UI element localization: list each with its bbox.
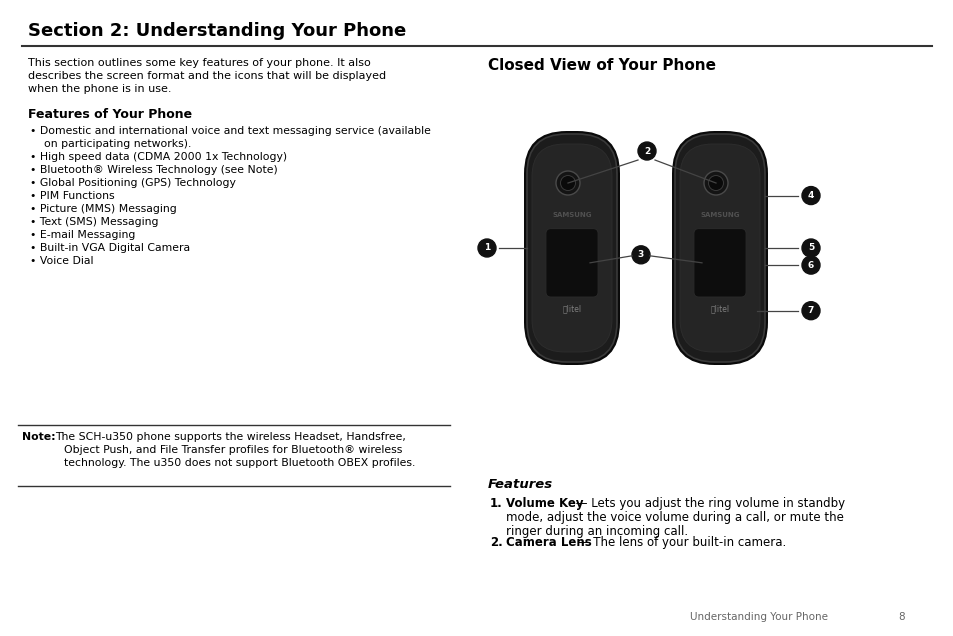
FancyBboxPatch shape	[679, 144, 760, 352]
Text: Camera Lens: Camera Lens	[505, 536, 591, 549]
Circle shape	[703, 171, 727, 195]
Text: • Voice Dial: • Voice Dial	[30, 256, 93, 266]
FancyBboxPatch shape	[523, 131, 619, 365]
Text: Understanding Your Phone: Understanding Your Phone	[689, 612, 827, 622]
Text: 1.: 1.	[490, 497, 502, 510]
Text: • Picture (MMS) Messaging: • Picture (MMS) Messaging	[30, 204, 176, 214]
Text: SAMSUNG: SAMSUNG	[700, 212, 739, 218]
Circle shape	[638, 142, 656, 160]
Text: • PIM Functions: • PIM Functions	[30, 191, 114, 201]
Text: 6: 6	[807, 261, 813, 270]
Text: on participating networks).: on participating networks).	[44, 139, 192, 149]
Text: • Domestic and international voice and text messaging service (available: • Domestic and international voice and t…	[30, 126, 431, 136]
Text: mode, adjust the voice volume during a call, or mute the: mode, adjust the voice volume during a c…	[505, 511, 843, 524]
Text: Section 2: Understanding Your Phone: Section 2: Understanding Your Phone	[28, 22, 406, 40]
Text: Object Push, and File Transfer profiles for Bluetooth® wireless: Object Push, and File Transfer profiles …	[64, 445, 402, 455]
Circle shape	[801, 239, 820, 257]
Text: 7: 7	[807, 306, 813, 315]
Circle shape	[556, 171, 579, 195]
Circle shape	[801, 301, 820, 320]
Text: • Global Positioning (GPS) Technology: • Global Positioning (GPS) Technology	[30, 178, 235, 188]
Circle shape	[631, 246, 649, 264]
Text: • Text (SMS) Messaging: • Text (SMS) Messaging	[30, 217, 158, 227]
Text: ⓔlitel: ⓔlitel	[710, 304, 729, 313]
Text: Features: Features	[488, 478, 553, 491]
Text: technology. The u350 does not support Bluetooth OBEX profiles.: technology. The u350 does not support Bl…	[64, 458, 415, 468]
FancyBboxPatch shape	[532, 144, 612, 352]
Text: This section outlines some key features of your phone. It also: This section outlines some key features …	[28, 58, 371, 68]
Text: 4: 4	[807, 191, 813, 200]
Text: 2: 2	[643, 146, 649, 156]
Text: Volume Key: Volume Key	[505, 497, 583, 510]
Text: Features of Your Phone: Features of Your Phone	[28, 108, 192, 121]
Circle shape	[560, 176, 575, 191]
Text: • Bluetooth® Wireless Technology (see Note): • Bluetooth® Wireless Technology (see No…	[30, 165, 277, 175]
FancyBboxPatch shape	[675, 134, 764, 362]
Circle shape	[801, 256, 820, 274]
Text: • High speed data (CDMA 2000 1x Technology): • High speed data (CDMA 2000 1x Technolo…	[30, 152, 287, 162]
Text: — Lets you adjust the ring volume in standby: — Lets you adjust the ring volume in sta…	[572, 497, 844, 510]
Text: 2.: 2.	[490, 536, 502, 549]
Text: • Built-in VGA Digital Camera: • Built-in VGA Digital Camera	[30, 243, 190, 253]
FancyBboxPatch shape	[671, 131, 767, 365]
Text: ringer during an incoming call.: ringer during an incoming call.	[505, 525, 687, 538]
Text: The SCH-u350 phone supports the wireless Headset, Handsfree,: The SCH-u350 phone supports the wireless…	[55, 432, 405, 442]
Text: • E-mail Messaging: • E-mail Messaging	[30, 230, 135, 240]
Text: 5: 5	[807, 244, 813, 252]
Text: 3: 3	[638, 251, 643, 259]
Text: when the phone is in use.: when the phone is in use.	[28, 84, 172, 94]
Circle shape	[708, 176, 722, 191]
Text: 1: 1	[483, 244, 490, 252]
FancyBboxPatch shape	[693, 228, 745, 297]
Text: ⓔlitel: ⓔlitel	[562, 304, 581, 313]
Text: 8: 8	[897, 612, 903, 622]
FancyBboxPatch shape	[526, 134, 617, 362]
FancyBboxPatch shape	[545, 228, 598, 297]
Circle shape	[801, 186, 820, 205]
Text: describes the screen format and the icons that will be displayed: describes the screen format and the icon…	[28, 71, 386, 81]
Text: Closed View of Your Phone: Closed View of Your Phone	[488, 58, 716, 73]
Text: Note:: Note:	[22, 432, 55, 442]
Text: — The lens of your built-in camera.: — The lens of your built-in camera.	[574, 536, 785, 549]
Circle shape	[477, 239, 496, 257]
Text: SAMSUNG: SAMSUNG	[552, 212, 591, 218]
